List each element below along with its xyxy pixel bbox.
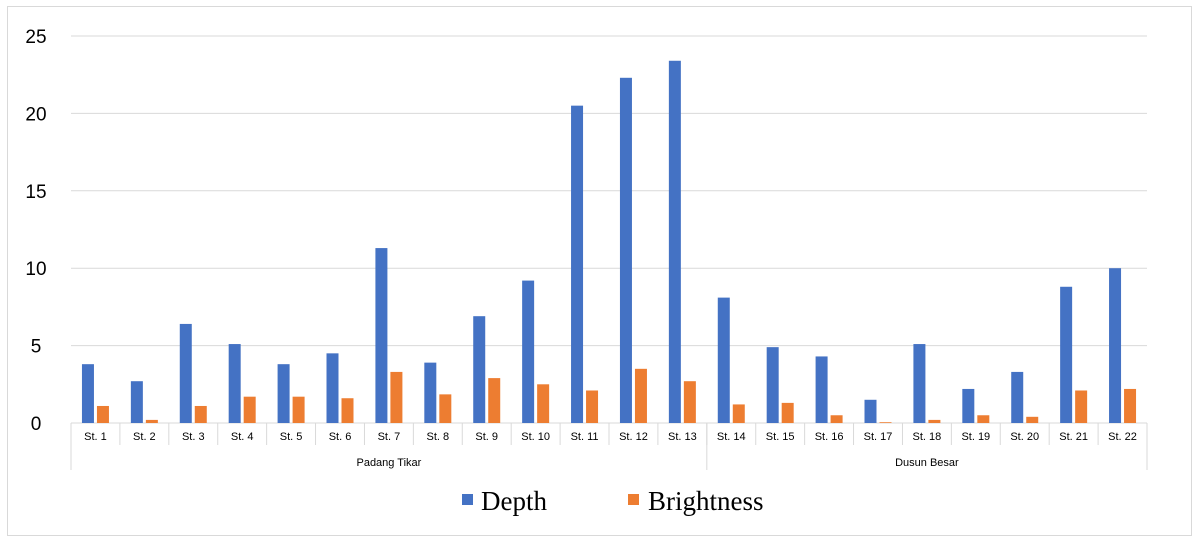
brightness-bar	[488, 378, 501, 423]
brightness-bar	[292, 396, 305, 423]
depth-bar	[1109, 268, 1122, 423]
brightness-bar	[830, 415, 843, 423]
x-tick-label: St. 5	[280, 431, 303, 443]
brightness-bar	[537, 384, 550, 423]
x-tick-label: St. 16	[815, 431, 844, 443]
brightness-bar	[390, 371, 403, 423]
x-tick-label: St. 14	[717, 431, 746, 443]
depth-bar	[228, 344, 241, 423]
brightness-bar	[145, 419, 158, 423]
depth-bar	[179, 323, 192, 423]
x-tick-label: St. 6	[329, 431, 352, 443]
x-tick-label: St. 1	[84, 431, 107, 443]
y-tick-label: 0	[31, 414, 42, 435]
brightness-bar	[96, 405, 109, 423]
brightness-bar	[1124, 388, 1137, 423]
x-tick-label: St. 20	[1010, 431, 1039, 443]
brightness-bar	[194, 405, 207, 423]
group-label: Padang Tikar	[356, 457, 421, 469]
x-tick-label: St. 4	[231, 431, 254, 443]
brightness-bar	[439, 394, 452, 423]
depth-bar	[81, 364, 94, 423]
depth-bar	[375, 248, 388, 423]
x-tick-label: St. 18	[913, 431, 942, 443]
brightness-bar	[586, 390, 599, 423]
x-tick-label: St. 22	[1108, 431, 1137, 443]
depth-bar	[277, 364, 290, 423]
legend-swatch-brightness	[628, 494, 639, 505]
group-label: Dusun Besar	[895, 457, 959, 469]
depth-bar	[913, 344, 926, 423]
chart-frame: 0 5 10 15 20 25 Padang Tikar Dusun Besar St. 1 St…	[7, 6, 1192, 536]
x-tick-label: St. 17	[864, 431, 893, 443]
y-tick-label: 5	[31, 337, 42, 358]
depth-bar	[717, 297, 730, 423]
x-tick-label: St. 13	[668, 431, 697, 443]
y-tick-label: 25	[25, 27, 46, 48]
x-tick-label: St. 3	[182, 431, 205, 443]
brightness-bar	[243, 396, 256, 423]
x-tick-label: St. 15	[766, 431, 795, 443]
depth-bar	[619, 77, 632, 424]
y-tick-label: 10	[25, 259, 46, 280]
brightness-bar	[977, 415, 990, 423]
depth-bar	[815, 356, 828, 423]
depth-bar	[424, 362, 437, 423]
depth-bar	[864, 399, 877, 423]
legend-label-brightness: Brightness	[648, 486, 764, 516]
brightness-bar	[683, 381, 696, 423]
x-tick-label: St. 11	[571, 431, 599, 443]
brightness-bar	[1075, 390, 1088, 423]
depth-bar	[522, 280, 535, 423]
y-tick-label: 15	[25, 182, 46, 203]
bar-chart: 0 5 10 15 20 25 Padang Tikar Dusun Besar St. 1 St…	[25, 27, 1148, 516]
x-tick-label: St. 12	[619, 431, 648, 443]
depth-bar	[326, 353, 339, 423]
brightness-bar	[341, 398, 354, 423]
brightness-bar	[781, 402, 794, 423]
depth-bar	[571, 105, 584, 423]
x-tick-label: St. 2	[133, 431, 156, 443]
depth-bar	[962, 388, 975, 423]
brightness-bar	[634, 368, 647, 423]
x-tick-label: St. 8	[427, 431, 450, 443]
y-tick-label: 20	[25, 104, 46, 125]
legend-swatch-depth	[462, 494, 473, 505]
depth-bar	[668, 60, 681, 423]
brightness-bar	[879, 422, 892, 423]
legend-label-depth: Depth	[481, 486, 547, 516]
depth-bar	[130, 381, 143, 423]
x-tick-label: St. 9	[475, 431, 498, 443]
depth-bar	[1011, 371, 1024, 423]
depth-bar	[766, 347, 779, 423]
x-tick-label: St. 10	[521, 431, 550, 443]
x-tick-label: St. 21	[1059, 431, 1088, 443]
depth-bar	[473, 316, 486, 423]
brightness-bar	[732, 404, 745, 423]
x-tick-label: St. 19	[961, 431, 990, 443]
depth-bar	[1060, 286, 1073, 423]
brightness-bar	[1026, 416, 1039, 423]
x-tick-label: St. 7	[378, 431, 401, 443]
brightness-bar	[928, 419, 941, 423]
